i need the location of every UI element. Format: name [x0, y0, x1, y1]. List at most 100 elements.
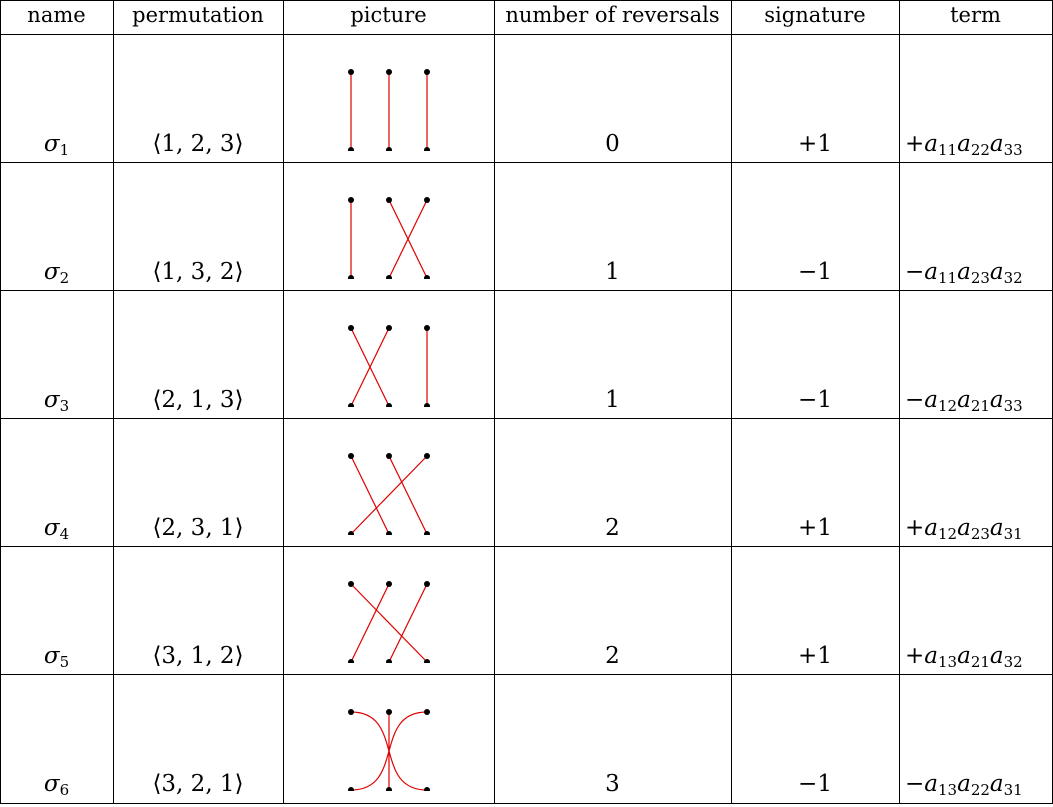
permutation-line	[350, 583, 390, 663]
row-name-index: 5	[59, 653, 70, 671]
table-rule	[0, 803, 1053, 804]
row-term: −a13a22a31	[899, 768, 1052, 800]
term-factor: a	[924, 643, 938, 669]
permutation-dot	[348, 531, 354, 535]
row-signature: +1	[798, 643, 832, 669]
term-factor: a	[989, 387, 1004, 413]
term-factor-index: 32	[1003, 269, 1023, 287]
row-picture	[329, 420, 449, 535]
term-factor-index: 33	[1003, 397, 1023, 415]
header-permutation: permutation	[132, 3, 264, 27]
row-name: σ4	[0, 512, 113, 544]
permutation-diagram	[348, 581, 430, 663]
permutation-dot	[386, 69, 392, 75]
permutation-dot	[386, 147, 392, 151]
permutation-dot	[348, 197, 354, 203]
row-name-index: 2	[59, 269, 70, 287]
row-term: +a13a21a32	[899, 640, 1052, 672]
term-factor-index: 23	[970, 525, 990, 543]
term-sign: −	[905, 387, 925, 413]
permutation-dot	[424, 325, 430, 331]
permutation-line	[388, 583, 428, 663]
term-factor: a	[957, 515, 971, 541]
permutation-dot	[348, 275, 354, 279]
term-factor-index: 11	[938, 269, 958, 287]
row-signature: −1	[798, 771, 832, 797]
permutation-dot	[424, 275, 430, 279]
row-reversals: 3	[605, 771, 620, 797]
table-rule	[731, 0, 732, 804]
term-factor: a	[924, 387, 938, 413]
table-rule	[899, 0, 900, 804]
permutation-line	[350, 711, 428, 791]
permutation-dot	[348, 581, 354, 587]
permutation-line	[388, 455, 428, 535]
term-factor-index: 12	[938, 397, 958, 415]
term-factor: a	[957, 131, 971, 157]
row-name-letter: σ	[43, 259, 60, 285]
permutation-dot	[386, 453, 392, 459]
permutation-line	[350, 327, 390, 407]
row-name: σ6	[0, 768, 113, 800]
row-name: σ3	[0, 384, 113, 416]
permutation-dot	[386, 581, 392, 587]
permutation-dot	[348, 659, 354, 663]
header-name: name	[27, 3, 86, 27]
term-factor-index: 22	[970, 141, 990, 159]
term-sign: +	[905, 515, 925, 541]
term-factor-index: 23	[970, 269, 990, 287]
permutation-line	[350, 583, 428, 663]
table-rule	[0, 674, 1053, 675]
row-reversals: 1	[605, 259, 620, 285]
table-rule	[0, 162, 1053, 163]
term-factor-index: 13	[938, 653, 958, 671]
permutation-dot	[348, 403, 354, 407]
permutation-diagram	[348, 197, 430, 279]
permutation-diagram	[348, 453, 430, 535]
permutation-dot	[424, 709, 430, 715]
permutation-dot	[386, 325, 392, 331]
table-rule	[0, 418, 1053, 419]
row-permutation: ⟨2, 3, 1⟩	[152, 515, 244, 541]
term-sign: −	[905, 259, 925, 285]
row-term: −a11a23a32	[899, 256, 1052, 288]
table-rule	[0, 0, 1053, 1]
permutation-diagram	[348, 69, 430, 151]
term-factor-index: 12	[938, 525, 958, 543]
permutation-dot	[386, 403, 392, 407]
term-factor-index: 31	[1003, 781, 1023, 799]
term-factor: a	[989, 131, 1004, 157]
row-name-index: 3	[59, 397, 70, 415]
row-name: σ2	[0, 256, 113, 288]
row-reversals: 2	[605, 515, 620, 541]
row-picture	[329, 548, 449, 663]
permutation-diagram	[348, 325, 430, 407]
row-picture	[329, 164, 449, 279]
row-picture	[329, 292, 449, 407]
row-signature: +1	[798, 131, 832, 157]
row-name-letter: σ	[43, 387, 60, 413]
term-sign: +	[905, 131, 925, 157]
permutation-dot	[348, 709, 354, 715]
table-rule	[0, 0, 1, 804]
row-reversals: 0	[605, 131, 620, 157]
term-factor: a	[957, 387, 971, 413]
permutation-dot	[424, 197, 430, 203]
row-term: +a11a22a33	[899, 128, 1052, 160]
permutation-dot	[424, 659, 430, 663]
row-permutation: ⟨1, 2, 3⟩	[152, 131, 244, 157]
permutation-line	[350, 455, 428, 535]
row-name-letter: σ	[43, 643, 60, 669]
permutation-dot	[348, 69, 354, 75]
row-term: −a12a21a33	[899, 384, 1052, 416]
permutation-dot	[348, 453, 354, 459]
header-term: term	[950, 3, 1001, 27]
term-factor-index: 33	[1003, 141, 1023, 159]
term-factor: a	[924, 771, 938, 797]
permutation-dot	[348, 787, 354, 791]
row-permutation: ⟨1, 3, 2⟩	[152, 259, 244, 285]
row-name-letter: σ	[43, 515, 60, 541]
term-factor: a	[989, 643, 1004, 669]
term-sign: +	[905, 643, 925, 669]
